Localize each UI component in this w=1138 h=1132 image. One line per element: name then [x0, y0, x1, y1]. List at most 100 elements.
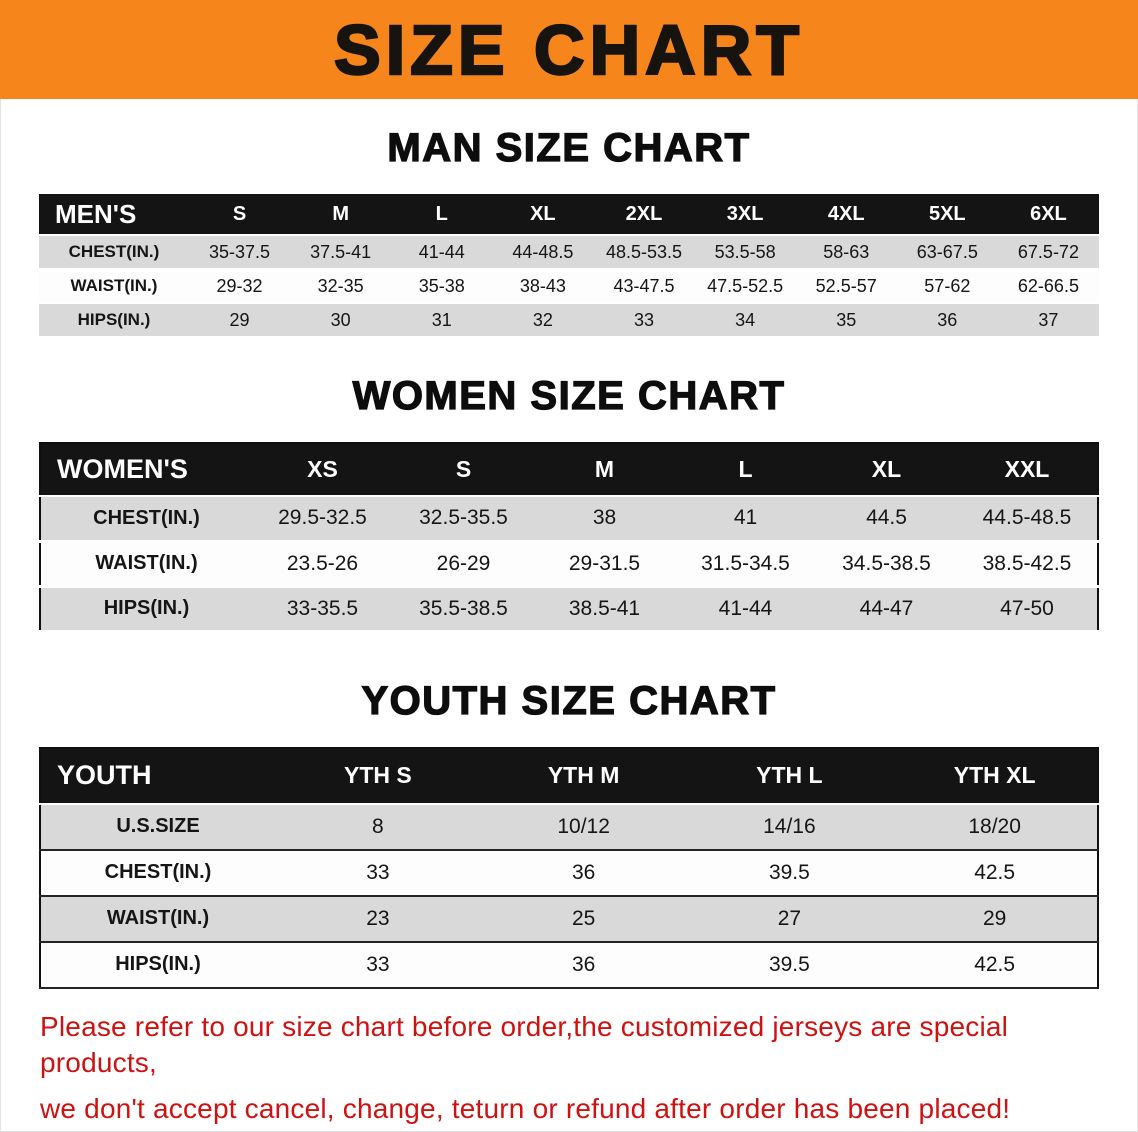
size-header-cell: S	[393, 443, 534, 497]
size-chart-banner: SIZE CHART	[0, 0, 1138, 99]
row-label-cell: HIPS(IN.)	[40, 586, 252, 631]
row-label-cell: WAIST(IN.)	[40, 541, 252, 586]
value-cell: 31.5-34.5	[675, 541, 816, 586]
value-cell: 38.5-41	[534, 586, 675, 631]
value-cell: 67.5-72	[997, 235, 1099, 269]
value-cell: 27	[686, 895, 893, 942]
disclaimer-line-2: we don't accept cancel, change, teturn o…	[40, 1092, 1011, 1124]
size-header-cell: XL	[492, 194, 594, 236]
size-header-cell: YTH XL	[892, 747, 1098, 805]
size-header-cell: M	[534, 443, 675, 497]
row-label-cell: CHEST(IN.)	[39, 235, 189, 269]
measurement-row: HIPS(IN.) 29 30 31 32 33 34 35 36 37	[39, 303, 1099, 337]
value-cell: 47-50	[957, 586, 1098, 631]
measurement-row: WAIST(IN.) 23.5-26 26-29 29-31.5 31.5-34.5 34…	[40, 541, 1098, 586]
value-cell: 23	[275, 895, 481, 942]
row-label-cell: U.S.SIZE	[40, 803, 275, 850]
value-cell: 33-35.5	[252, 586, 393, 631]
size-header-cell: 4XL	[795, 194, 897, 236]
value-cell: 29-31.5	[534, 541, 675, 586]
size-header-cell: L	[675, 443, 816, 497]
youth-section-heading: YOUTH SIZE CHART	[361, 678, 777, 723]
table-title-cell: MEN'S	[39, 194, 189, 236]
measurement-row: HIPS(IN.) 33-35.5 35.5-38.5 38.5-41 41-44 44-…	[40, 586, 1098, 631]
value-cell: 39.5	[686, 941, 893, 988]
row-label-cell: WAIST(IN.)	[40, 895, 275, 942]
value-cell: 33	[275, 941, 481, 988]
value-cell: 30	[290, 303, 392, 337]
youth-size-table: YOUTH YTH S YTH M YTH L YTH XL U.S.SIZE 8 10/12…	[39, 746, 1099, 989]
table-header-row: YOUTH YTH S YTH M YTH L YTH XL	[40, 747, 1098, 805]
value-cell: 34	[694, 303, 796, 337]
size-header-cell: S	[189, 194, 291, 236]
table-title-cell: WOMEN'S	[40, 443, 252, 497]
value-cell: 29-32	[189, 269, 291, 303]
value-cell: 35-38	[391, 269, 493, 303]
value-cell: 35	[795, 303, 897, 337]
value-cell: 38-43	[492, 269, 594, 303]
value-cell: 25	[480, 895, 687, 942]
value-cell: 8	[275, 803, 481, 850]
value-cell: 32-35	[290, 269, 392, 303]
value-cell: 32.5-35.5	[393, 496, 534, 541]
value-cell: 10/12	[480, 803, 687, 850]
value-cell: 58-63	[795, 235, 897, 269]
value-cell: 29	[892, 895, 1098, 942]
size-header-cell: 3XL	[694, 194, 796, 236]
value-cell: 31	[391, 303, 493, 337]
table-title-cell: YOUTH	[40, 747, 275, 805]
women-section: WOMEN SIZE CHART WOMEN'S XS S M L XL XXL CHEST(…	[0, 373, 1138, 633]
value-cell: 62-66.5	[997, 269, 1099, 303]
row-label-cell: HIPS(IN.)	[39, 303, 189, 337]
size-header-cell: YTH L	[686, 747, 893, 805]
size-header-cell: XS	[252, 443, 393, 497]
row-label-cell: CHEST(IN.)	[40, 496, 252, 541]
value-cell: 52.5-57	[795, 269, 897, 303]
disclaimer-line-1: Please refer to our size chart before or…	[40, 1010, 1009, 1078]
men-section: MAN SIZE CHART MEN'S S M L XL 2XL 3XL 4XL 5XL 6XL…	[0, 125, 1138, 338]
table-header-row: WOMEN'S XS S M L XL XXL	[40, 443, 1098, 497]
value-cell: 48.5-53.5	[593, 235, 695, 269]
measurement-row: WAIST(IN.) 29-32 32-35 35-38 38-43 43-47.5 47.…	[39, 269, 1099, 303]
value-cell: 41	[675, 496, 816, 541]
measurement-row: WAIST(IN.) 23 25 27 29	[40, 895, 1098, 942]
value-cell: 36	[480, 849, 687, 896]
size-header-cell: 6XL	[997, 194, 1099, 236]
men-section-heading: MAN SIZE CHART	[387, 125, 751, 170]
measurement-row: CHEST(IN.) 29.5-32.5 32.5-35.5 38 41 44.5 44.5…	[40, 496, 1098, 541]
size-header-cell: 2XL	[593, 194, 695, 236]
value-cell: 37.5-41	[290, 235, 392, 269]
value-cell: 32	[492, 303, 594, 337]
value-cell: 41-44	[675, 586, 816, 631]
size-header-cell: L	[391, 194, 493, 236]
value-cell: 53.5-58	[694, 235, 796, 269]
value-cell: 42.5	[892, 941, 1098, 988]
size-chart-title: SIZE CHART	[333, 10, 804, 89]
value-cell: 39.5	[686, 849, 893, 896]
value-cell: 23.5-26	[252, 541, 393, 586]
value-cell: 34.5-38.5	[816, 541, 957, 586]
women-size-table: WOMEN'S XS S M L XL XXL CHEST(IN.) 29.5-32.5 32.5…	[39, 442, 1099, 633]
measurement-row: U.S.SIZE 8 10/12 14/16 18/20	[40, 803, 1098, 850]
disclaimer: Please refer to our size chart before or…	[40, 1009, 1118, 1127]
value-cell: 26-29	[393, 541, 534, 586]
value-cell: 44.5-48.5	[957, 496, 1098, 541]
value-cell: 47.5-52.5	[694, 269, 796, 303]
size-header-cell: 5XL	[896, 194, 998, 236]
value-cell: 41-44	[391, 235, 493, 269]
row-label-cell: HIPS(IN.)	[40, 941, 275, 988]
value-cell: 44-47	[816, 586, 957, 631]
size-header-cell: XL	[816, 443, 957, 497]
value-cell: 63-67.5	[896, 235, 998, 269]
value-cell: 35.5-38.5	[393, 586, 534, 631]
women-section-heading: WOMEN SIZE CHART	[352, 373, 786, 418]
value-cell: 18/20	[892, 803, 1098, 850]
size-header-cell: XXL	[957, 443, 1098, 497]
value-cell: 35-37.5	[189, 235, 291, 269]
row-label-cell: CHEST(IN.)	[40, 849, 275, 896]
men-size-table: MEN'S S M L XL 2XL 3XL 4XL 5XL 6XL CHEST(IN.) 35-37…	[39, 194, 1099, 338]
value-cell: 38.5-42.5	[957, 541, 1098, 586]
size-header-cell: YTH M	[480, 747, 687, 805]
value-cell: 36	[480, 941, 687, 988]
value-cell: 37	[997, 303, 1099, 337]
